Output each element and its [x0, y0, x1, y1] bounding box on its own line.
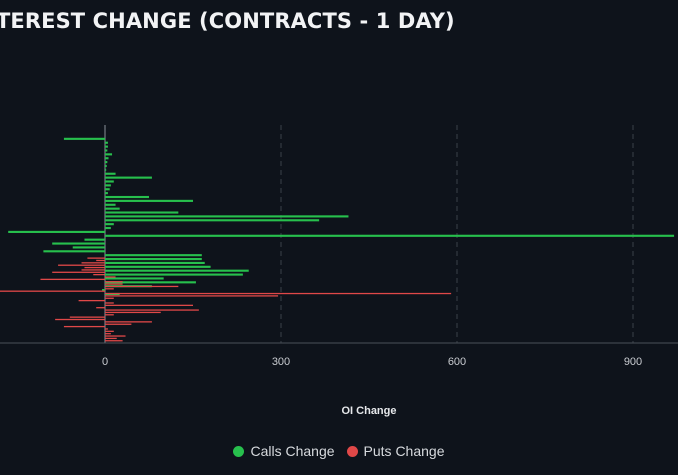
puts-bar[interactable]: [87, 257, 105, 259]
puts-legend-label: Puts Change: [363, 443, 445, 459]
puts-bar[interactable]: [105, 288, 114, 290]
chart-title: TEREST CHANGE (CONTRACTS - 1 DAY): [0, 9, 455, 33]
calls-bar[interactable]: [105, 215, 349, 218]
calls-bar[interactable]: [105, 164, 107, 168]
calls-bar[interactable]: [105, 161, 108, 164]
calls-bar[interactable]: [105, 234, 675, 237]
calls-legend-label: Calls Change: [250, 443, 335, 459]
bars: [0, 137, 675, 342]
puts-bar[interactable]: [105, 285, 179, 288]
puts-bar[interactable]: [40, 278, 105, 281]
calls-bar[interactable]: [105, 180, 114, 183]
calls-bar[interactable]: [105, 265, 211, 268]
puts-bar[interactable]: [105, 302, 114, 304]
calls-bar[interactable]: [105, 168, 107, 171]
calls-bar[interactable]: [105, 261, 205, 265]
puts-bar[interactable]: [105, 330, 114, 332]
calls-bar[interactable]: [105, 277, 164, 280]
x-tick-label: 300: [272, 356, 290, 368]
legend: Calls Change Puts Change: [0, 443, 678, 459]
puts-bar[interactable]: [105, 335, 126, 337]
calls-bar[interactable]: [105, 192, 108, 195]
calls-bar[interactable]: [105, 211, 179, 214]
calls-bar[interactable]: [105, 172, 116, 175]
puts-bar[interactable]: [105, 333, 111, 335]
calls-bar[interactable]: [105, 281, 196, 284]
puts-bar[interactable]: [0, 290, 105, 292]
legend-item-puts[interactable]: Puts Change: [346, 443, 445, 459]
calls-bar[interactable]: [105, 223, 114, 226]
puts-bar[interactable]: [105, 281, 123, 283]
puts-bar[interactable]: [93, 274, 105, 276]
calls-bar[interactable]: [105, 207, 120, 210]
puts-bar[interactable]: [96, 259, 105, 262]
calls-bar[interactable]: [105, 141, 108, 144]
puts-bar[interactable]: [105, 304, 193, 306]
puts-bar[interactable]: [63, 325, 105, 328]
puts-bar[interactable]: [105, 337, 117, 340]
puts-legend-dot: [346, 445, 358, 457]
puts-bar[interactable]: [105, 295, 279, 297]
calls-bar[interactable]: [105, 149, 108, 152]
puts-bar[interactable]: [105, 292, 452, 295]
x-tick-label: 600: [448, 356, 466, 368]
puts-bar[interactable]: [58, 264, 105, 266]
calls-bar[interactable]: [105, 269, 249, 272]
x-tick-label: 900: [624, 356, 642, 368]
puts-bar[interactable]: [84, 266, 105, 269]
legend-item-calls[interactable]: Calls Change: [233, 443, 335, 459]
calls-bar[interactable]: [105, 254, 202, 257]
puts-bar[interactable]: [81, 262, 105, 264]
puts-bar[interactable]: [105, 340, 123, 342]
calls-bar[interactable]: [84, 238, 105, 241]
x-tick-label: 0: [102, 356, 108, 368]
calls-legend-dot: [233, 445, 245, 457]
calls-bar[interactable]: [105, 257, 202, 261]
puts-bar[interactable]: [105, 314, 114, 316]
x-axis-title: OI Change: [341, 405, 396, 417]
puts-bar[interactable]: [105, 321, 152, 323]
calls-bar[interactable]: [43, 250, 105, 253]
calls-bar[interactable]: [105, 184, 111, 187]
calls-bar[interactable]: [105, 188, 110, 191]
puts-bar[interactable]: [96, 307, 105, 309]
puts-bar[interactable]: [105, 309, 199, 311]
calls-bar[interactable]: [105, 273, 243, 276]
calls-bar[interactable]: [105, 203, 116, 206]
calls-bar[interactable]: [105, 219, 320, 222]
puts-bar[interactable]: [105, 311, 161, 314]
x-axis: 0 300 600 900: [0, 342, 678, 368]
puts-bar[interactable]: [81, 269, 105, 271]
puts-bar[interactable]: [105, 283, 123, 285]
calls-bar[interactable]: [105, 199, 193, 202]
calls-bar[interactable]: [105, 176, 152, 179]
calls-bar[interactable]: [105, 153, 113, 156]
puts-bar[interactable]: [105, 276, 116, 278]
calls-bar[interactable]: [105, 157, 109, 160]
calls-bar[interactable]: [102, 289, 105, 292]
calls-bar[interactable]: [8, 230, 106, 233]
calls-bar[interactable]: [105, 145, 108, 148]
puts-bar[interactable]: [78, 299, 105, 302]
puts-bar[interactable]: [69, 316, 105, 318]
calls-bar[interactable]: [105, 226, 111, 230]
puts-bar[interactable]: [105, 323, 132, 325]
puts-bar[interactable]: [55, 318, 105, 321]
puts-bar[interactable]: [105, 297, 114, 299]
calls-bar[interactable]: [105, 195, 149, 199]
calls-bar[interactable]: [72, 246, 105, 249]
calls-bar[interactable]: [63, 137, 105, 140]
puts-bar[interactable]: [52, 271, 105, 273]
puts-bar[interactable]: [105, 328, 108, 330]
calls-bar[interactable]: [52, 242, 105, 245]
